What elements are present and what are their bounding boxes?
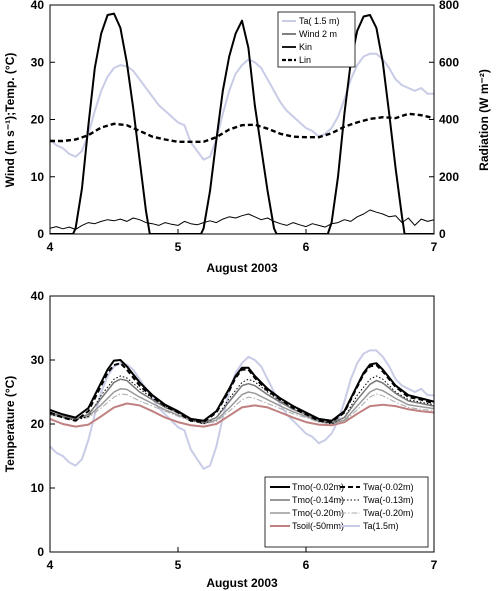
top-y-tick-label: 10 bbox=[31, 170, 45, 184]
bottom-y-tick-label: 0 bbox=[37, 545, 44, 559]
bottom-x-tick-label: 5 bbox=[175, 558, 182, 572]
bottom-series-twa-0-02m bbox=[50, 362, 434, 424]
bottom-series-tsoil-50mm bbox=[50, 402, 434, 428]
top-y-tick-label: 20 bbox=[31, 113, 45, 127]
top-y-right-tick-label: 0 bbox=[439, 227, 446, 241]
bottom-y-tick-label: 10 bbox=[31, 481, 45, 495]
bottom-x-tick-label: 4 bbox=[47, 558, 54, 572]
top-x-tick-label: 7 bbox=[431, 240, 438, 254]
top-y-tick-label: 40 bbox=[31, 0, 45, 12]
top-plot-frame bbox=[49, 4, 435, 235]
soil-temperature-chart: 4 5 6 7 0 10 20 30 40 August 2003 Temperature (°… bbox=[3, 289, 438, 590]
legend-label-lin: Lin bbox=[299, 55, 311, 65]
bottom-series-layer bbox=[50, 349, 434, 470]
bottom-y-axis-title: Temperature (°C) bbox=[3, 376, 17, 473]
legend-label-kin: Kin bbox=[299, 42, 312, 52]
top-x-tick-label: 5 bbox=[175, 240, 182, 254]
top-y-right-tick-label: 400 bbox=[439, 113, 459, 127]
top-y-axis-left-title: Wind (m s⁻¹);Temp. (°C) bbox=[3, 53, 17, 188]
legend-label-twa-020: Twa(-0.20m) bbox=[363, 508, 414, 518]
top-series-lin bbox=[50, 112, 434, 144]
bottom-series-ta-1-5m bbox=[50, 349, 434, 470]
top-x-tick-label: 4 bbox=[47, 240, 54, 254]
bottom-y-tick-label: 20 bbox=[31, 417, 45, 431]
top-y-tick-label: 0 bbox=[37, 227, 44, 241]
bottom-x-tick-label: 6 bbox=[303, 558, 310, 572]
legend-label-tmo-002: Tmo(-0.02m) bbox=[292, 482, 344, 492]
legend-label-twa-002: Twa(-0.02m) bbox=[363, 482, 414, 492]
legend-label-twa-013: Twa(-0.13m) bbox=[363, 495, 414, 505]
bottom-x-axis-title: August 2003 bbox=[206, 576, 278, 590]
bottom-series-tmo-0-14m bbox=[50, 378, 434, 424]
top-y-axis-right-title: Radiation (W m⁻²) bbox=[477, 69, 491, 171]
top-y-tick-label: 30 bbox=[31, 55, 45, 69]
bottom-series-twa-0-13m bbox=[50, 375, 434, 425]
bottom-y-tick-label: 30 bbox=[31, 353, 45, 367]
bottom-series-tmo-0-02m bbox=[50, 359, 434, 422]
legend-label-ta15: Ta(1.5m) bbox=[363, 521, 399, 531]
bottom-legend-box bbox=[264, 476, 429, 548]
top-x-tick-label: 6 bbox=[303, 240, 310, 254]
top-y-right-tick-label: 600 bbox=[439, 55, 459, 69]
bottom-axes-layer: 4 5 6 7 0 10 20 30 40 bbox=[31, 289, 438, 572]
top-x-axis-title: August 2003 bbox=[206, 261, 278, 275]
bottom-series-twa-0-20m bbox=[50, 393, 434, 425]
top-series-layer bbox=[50, 12, 434, 234]
legend-label-tmo-020: Tmo(-0.20m) bbox=[292, 508, 344, 518]
top-series-kin bbox=[50, 12, 434, 234]
legend-label-ta: Ta( 1.5 m) bbox=[299, 16, 340, 26]
top-legend: Ta( 1.5 m) Wind 2 m Kin Lin bbox=[277, 11, 356, 68]
legend-label-wind: Wind 2 m bbox=[299, 29, 337, 39]
bottom-y-tick-label: 40 bbox=[31, 289, 45, 303]
top-series-wind-2-m bbox=[50, 209, 434, 230]
bottom-series-tmo-0-20m bbox=[50, 388, 434, 425]
top-y-right-tick-label: 200 bbox=[439, 170, 459, 184]
bottom-legend: Tmo(-0.02m) Twa(-0.02m) Tmo(-0.14m) Twa(… bbox=[264, 476, 429, 548]
legend-label-tmo-014: Tmo(-0.14m) bbox=[292, 495, 344, 505]
legend-label-tsoil: Tsoil(-50mm) bbox=[292, 521, 344, 531]
top-y-right-tick-label: 800 bbox=[439, 0, 459, 12]
top-series-ta-1-5-m bbox=[50, 52, 434, 161]
bottom-x-tick-label: 7 bbox=[431, 558, 438, 572]
